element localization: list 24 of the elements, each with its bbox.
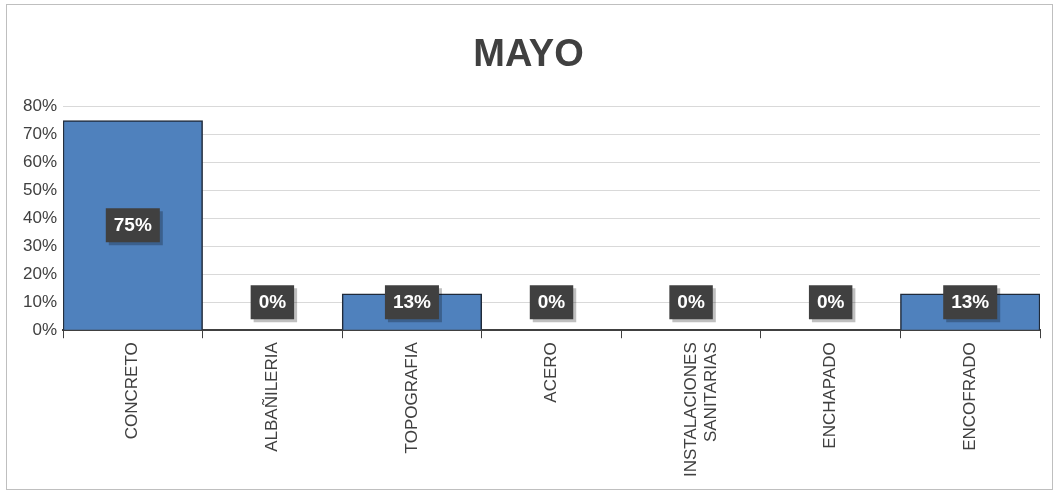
x-tick-label: ACERO — [541, 342, 561, 403]
y-tick-label: 80% — [22, 96, 58, 116]
data-label: 0% — [816, 291, 845, 313]
x-tick-label: INSTALACIONES SANITARIAS — [680, 342, 721, 478]
x-tick-label: TOPOGRAFIA — [401, 341, 421, 454]
y-tick-label: 0% — [32, 319, 58, 339]
data-label: 13% — [951, 291, 990, 313]
y-tick-label: 60% — [22, 152, 58, 172]
y-tick-label: 50% — [22, 180, 58, 200]
data-label: 0% — [258, 291, 287, 313]
data-label: 0% — [537, 291, 566, 313]
x-tick-label: CONCRETO — [122, 342, 142, 440]
y-tick-label: 10% — [22, 291, 58, 311]
x-tick-label: ENCOFRADO — [959, 342, 979, 451]
chart-title: MAYO — [473, 32, 584, 75]
x-tick-label: ENCHAPADO — [820, 342, 840, 449]
data-label: 0% — [677, 291, 705, 313]
data-label: 13% — [392, 291, 432, 313]
y-tick-label: 30% — [22, 236, 58, 256]
y-tick-label: 70% — [22, 124, 58, 144]
y-tick-label: 20% — [22, 264, 58, 284]
y-tick-label: 40% — [22, 208, 58, 228]
x-tick-label: ALBAÑILERIA — [262, 341, 282, 452]
data-label: 75% — [113, 214, 152, 236]
